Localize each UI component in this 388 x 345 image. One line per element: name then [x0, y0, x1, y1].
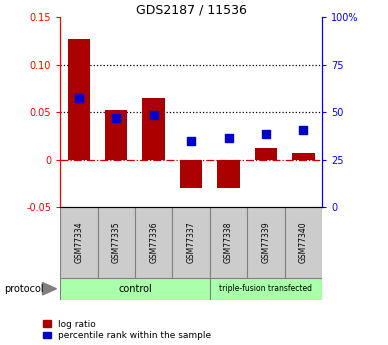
FancyBboxPatch shape [60, 278, 210, 300]
FancyBboxPatch shape [97, 207, 135, 278]
Polygon shape [43, 283, 57, 295]
Bar [217, 159, 240, 188]
FancyBboxPatch shape [172, 207, 210, 278]
Text: GSM77340: GSM77340 [299, 221, 308, 263]
Text: GSM77334: GSM77334 [74, 221, 83, 263]
Bar [292, 153, 315, 159]
Title: GDS2187 / 11536: GDS2187 / 11536 [136, 3, 246, 16]
FancyBboxPatch shape [210, 207, 247, 278]
Point [188, 138, 194, 144]
Bar [255, 148, 277, 159]
Text: GSM77339: GSM77339 [262, 221, 270, 263]
Text: protocol: protocol [4, 284, 43, 294]
Bar [180, 159, 202, 188]
Text: GSM77336: GSM77336 [149, 221, 158, 263]
Text: GSM77338: GSM77338 [224, 221, 233, 263]
Text: GSM77337: GSM77337 [187, 221, 196, 263]
Point [76, 95, 82, 101]
Bar [105, 110, 128, 159]
Bar [142, 98, 165, 159]
Point [225, 135, 232, 140]
Text: control: control [118, 284, 152, 294]
Point [151, 112, 157, 118]
Point [263, 131, 269, 137]
Point [113, 115, 120, 121]
FancyBboxPatch shape [247, 207, 285, 278]
Text: triple-fusion transfected: triple-fusion transfected [220, 284, 312, 294]
FancyBboxPatch shape [135, 207, 172, 278]
FancyBboxPatch shape [210, 278, 322, 300]
Legend: log ratio, percentile rank within the sample: log ratio, percentile rank within the sa… [43, 320, 211, 341]
Bar [68, 39, 90, 159]
Point [300, 127, 307, 133]
FancyBboxPatch shape [285, 207, 322, 278]
FancyBboxPatch shape [60, 207, 97, 278]
Text: GSM77335: GSM77335 [112, 221, 121, 263]
